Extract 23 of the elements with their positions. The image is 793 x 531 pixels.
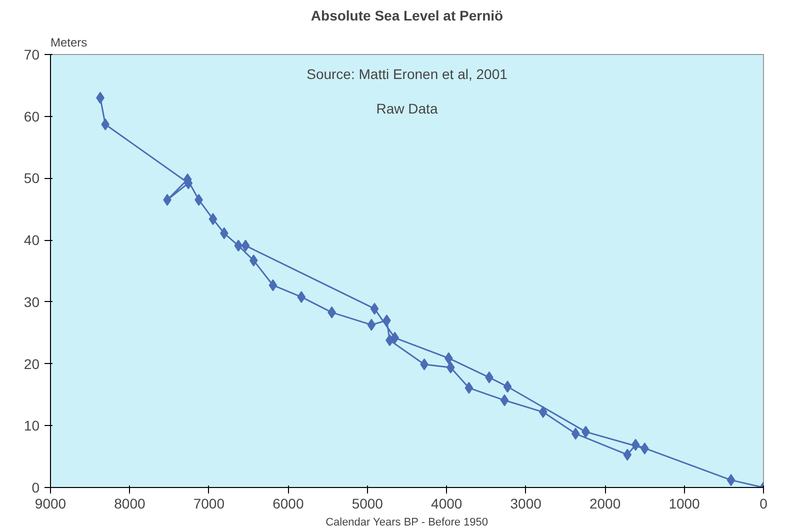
x-tick-label: 8000 xyxy=(114,496,146,512)
x-tick-label: 5000 xyxy=(352,496,384,512)
annotation: Raw Data xyxy=(376,100,438,117)
x-axis-title: Calendar Years BP - Before 1950 xyxy=(326,516,488,528)
x-tick-label: 4000 xyxy=(431,496,462,512)
x-tick-label: 9000 xyxy=(34,496,66,512)
y-tick-label: 60 xyxy=(24,108,40,124)
y-tick-label: 40 xyxy=(24,232,40,248)
y-tick-label: 70 xyxy=(24,46,40,62)
y-tick-label: 20 xyxy=(24,356,40,372)
x-tick-label: 6000 xyxy=(272,496,304,512)
y-tick-label: 0 xyxy=(32,480,40,496)
y-tick-label: 50 xyxy=(24,170,40,186)
x-tick-label: 2000 xyxy=(589,496,621,512)
y-tick-label: 10 xyxy=(24,418,40,434)
y-axis-title: Meters xyxy=(50,36,88,50)
x-tick-label: 3000 xyxy=(510,496,542,512)
x-tick-label: 1000 xyxy=(668,496,700,512)
annotation: Source: Matti Eronen et al, 2001 xyxy=(306,66,508,82)
x-tick-label: 7000 xyxy=(193,496,225,512)
chart-title: Absolute Sea Level at Perniö xyxy=(310,8,504,24)
y-tick-label: 30 xyxy=(24,294,40,310)
x-tick-label: 0 xyxy=(760,496,768,512)
